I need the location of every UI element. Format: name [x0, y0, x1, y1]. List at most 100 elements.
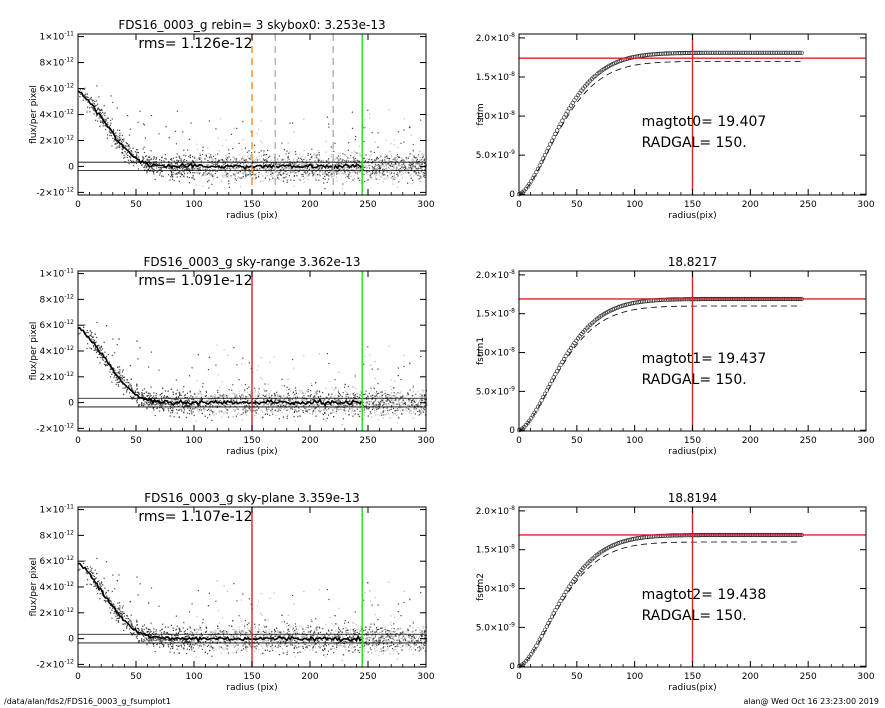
data-point	[360, 162, 362, 164]
data-point	[328, 126, 330, 128]
data-point	[396, 409, 398, 411]
data-point	[354, 402, 356, 404]
data-point	[333, 171, 335, 173]
data-point	[282, 172, 284, 174]
data-point	[264, 177, 266, 179]
data-point	[160, 404, 162, 406]
data-point	[240, 399, 242, 401]
data-point	[354, 178, 356, 180]
data-point	[422, 155, 424, 157]
data-point	[242, 163, 244, 165]
data-point	[168, 174, 170, 176]
data-point	[295, 153, 297, 155]
data-point	[176, 176, 178, 178]
data-point	[172, 393, 174, 395]
data-point	[368, 158, 370, 160]
data-point	[312, 409, 315, 412]
data-point	[260, 150, 262, 152]
data-point	[226, 396, 228, 398]
data-point	[169, 408, 171, 410]
data-point	[399, 392, 401, 394]
data-point	[394, 167, 396, 169]
data-point	[145, 167, 147, 169]
data-point	[286, 409, 288, 411]
data-point	[305, 409, 307, 411]
data-point	[385, 400, 387, 402]
data-point	[218, 386, 220, 388]
data-point	[104, 118, 106, 120]
data-point	[374, 176, 376, 178]
data-point	[110, 127, 112, 129]
data-point	[214, 162, 217, 164]
data-point	[217, 153, 219, 155]
data-point	[336, 399, 338, 401]
data-point	[260, 180, 262, 182]
data-point	[415, 168, 417, 170]
data-point	[304, 177, 306, 179]
data-point	[291, 398, 293, 400]
data-point	[153, 409, 155, 411]
data-point	[290, 163, 292, 165]
data-point	[126, 390, 128, 392]
data-point	[350, 169, 352, 171]
data-point	[346, 160, 348, 162]
data-point	[285, 170, 287, 172]
data-point	[337, 167, 339, 169]
data-point	[160, 406, 162, 409]
data-point	[155, 156, 157, 158]
data-point	[391, 156, 393, 158]
data-point	[308, 174, 310, 176]
data-point	[263, 395, 266, 397]
data-point	[369, 155, 371, 157]
data-point	[337, 394, 339, 396]
data-point	[155, 393, 157, 395]
data-point	[302, 392, 304, 394]
data-point	[356, 395, 358, 398]
data-point	[242, 176, 244, 178]
data-point	[159, 404, 161, 407]
data-point	[115, 371, 117, 374]
data-point	[314, 177, 316, 179]
data-point	[176, 167, 178, 169]
data-point	[331, 174, 333, 176]
data-point	[231, 389, 233, 391]
data-point	[244, 160, 246, 162]
data-point	[329, 380, 331, 382]
data-point	[148, 366, 150, 368]
data-point	[374, 400, 376, 402]
data-point	[328, 394, 330, 396]
data-point	[259, 159, 261, 161]
data-point	[308, 169, 310, 171]
data-point	[226, 167, 228, 169]
data-point	[95, 115, 98, 117]
data-point	[277, 177, 279, 179]
data-point	[158, 369, 160, 371]
data-point	[183, 395, 185, 397]
data-point	[302, 162, 304, 164]
data-point	[338, 167, 340, 169]
data-point	[242, 139, 244, 141]
data-point	[175, 408, 178, 411]
data-point	[224, 396, 226, 398]
data-point	[359, 169, 362, 171]
data-point	[332, 409, 334, 411]
data-point	[369, 164, 371, 166]
data-point	[197, 169, 199, 171]
data-point	[129, 156, 131, 158]
data-point	[236, 158, 238, 160]
data-point	[170, 158, 172, 160]
data-point	[249, 392, 252, 395]
data-point	[107, 117, 109, 119]
data-point	[297, 170, 299, 172]
data-point	[249, 171, 251, 173]
data-point	[370, 173, 372, 175]
data-point	[306, 172, 308, 174]
data-point	[376, 408, 379, 410]
data-point	[105, 128, 107, 131]
data-point	[389, 161, 391, 163]
data-point	[360, 170, 362, 172]
data-point	[341, 405, 343, 408]
data-point	[221, 159, 223, 161]
data-point	[385, 155, 387, 158]
data-point	[149, 169, 151, 171]
